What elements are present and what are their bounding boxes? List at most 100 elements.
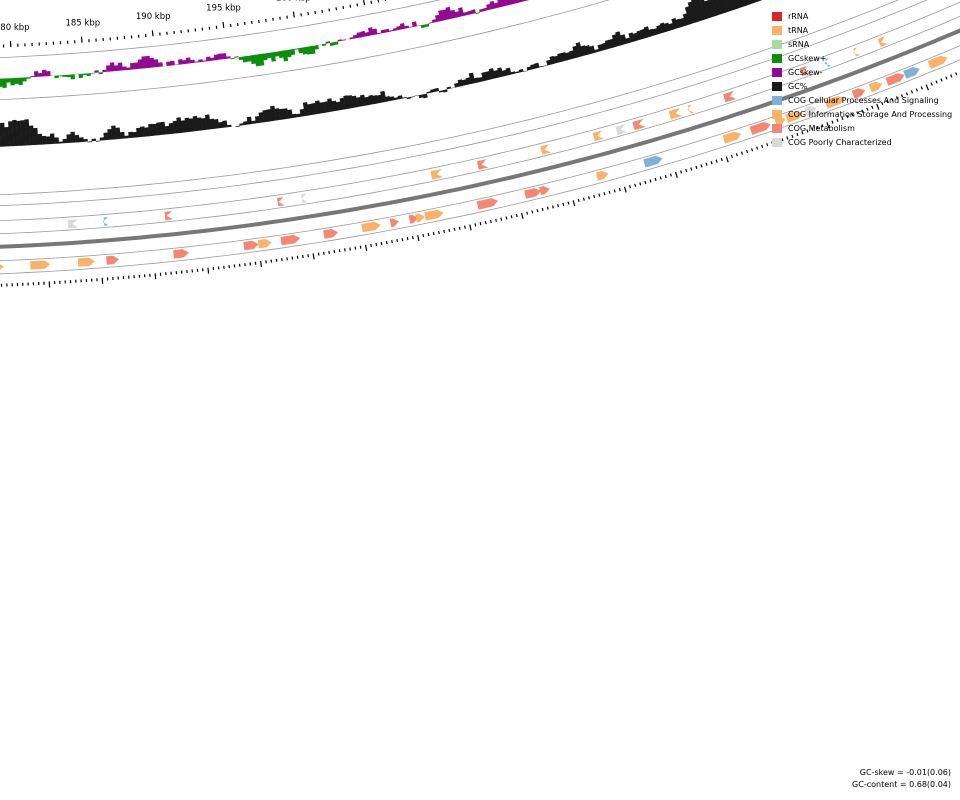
outer-tick [500,217,503,221]
gc-bar [628,32,636,43]
gc-bar [41,135,47,145]
ring-line [0,0,610,101]
gene-arrow [592,130,605,142]
gc-skew-bar [364,31,370,37]
gc-bar [597,44,604,52]
outer-tick [886,99,889,104]
gc-bar [201,118,207,131]
outer-tick [905,92,909,96]
gc-bar [679,17,687,27]
gc-bar [682,13,691,26]
outer-tick [154,273,157,280]
gc-skew-bar [90,72,95,74]
gc-skew-bar [278,50,284,59]
gc-bar [45,136,51,145]
gc-bar [380,90,387,103]
gc-skew-bar [262,53,268,61]
gc-skew-bar [246,55,252,62]
gc-bar [608,38,616,49]
gene-arrow [173,249,189,259]
outer-tick [479,222,482,226]
gc-bar [364,96,371,106]
gc-skew-bar [399,23,406,30]
gc-bar [430,89,435,93]
outer-tick [406,237,409,241]
gc-bar [20,120,26,146]
gc-bar [497,67,504,78]
gc-bar [12,119,18,147]
gc-bar [4,127,10,147]
outer-tick [618,187,621,192]
gc-bar [231,126,236,127]
outer-tick [781,138,784,142]
gc-skew-bar [505,0,512,6]
outer-tick [881,101,884,106]
gc-skew-bar [250,54,256,65]
outer-tick [608,190,611,194]
gc-skew-bar [94,70,99,73]
gc-skew-bar [54,75,59,79]
gc-bar [79,137,84,143]
gc-bar [712,0,722,16]
outer-tick [541,207,544,212]
gc-skew-bar [74,73,79,75]
gc-skew-bar [526,0,530,1]
gc-skew-bar [458,7,465,17]
outer-tick [940,78,943,82]
gc-skew-bar [117,62,123,71]
gc-bar [156,122,162,136]
legend-swatch [772,53,782,63]
gc-skew-bar [141,56,147,69]
gc-skew-bar [424,23,430,28]
gc-bar [204,114,212,130]
gc-skew-bar [226,56,231,59]
ring-line [0,15,960,235]
gene-arrow [30,260,51,270]
gc-bar [526,66,532,71]
outer-tick [900,94,904,98]
gc-bar [385,96,391,102]
gc-bar [144,127,150,137]
gc-bar [87,141,92,143]
gc-skew-bar [46,71,51,77]
gc-skew-bar [242,56,248,63]
outer-tick [484,221,487,225]
gc-bar [530,64,536,70]
outer-tick [856,111,859,115]
legend-label: COG Poorly Characterized [788,137,892,147]
gc-bar [128,131,134,139]
outer-tick [427,233,430,237]
kbp-tick [335,7,338,11]
gc-bar [442,89,448,93]
legend-swatch [772,123,782,133]
gene-arrow [927,55,948,69]
gc-bar [572,45,580,59]
gc-skew-bar [341,39,346,41]
gc-bar [580,45,588,56]
outer-tick [536,209,539,213]
gc-skew-bar [58,75,63,77]
gc-skew-bar [10,78,15,86]
gc-bar [756,0,761,2]
gc-bar [152,123,158,136]
legend-swatch [772,81,782,91]
kbp-tick [328,8,331,12]
outer-tick [915,88,918,92]
gc-skew-bar [109,62,115,72]
outer-tick [521,212,524,219]
outer-tick [370,243,372,247]
gene-arrow [77,257,95,267]
outer-tick [831,120,834,124]
gc-skew-bar [404,25,410,29]
ring-line [0,0,900,196]
genome-backbone [0,28,960,249]
outer-tick [453,227,456,231]
gc-skew-bar [360,30,366,38]
outer-tick [715,159,718,163]
gc-bar [510,71,516,75]
outer-tick [526,211,529,215]
gc-bar [446,86,452,90]
outer-tick [705,162,708,166]
gc-bar [227,124,232,128]
